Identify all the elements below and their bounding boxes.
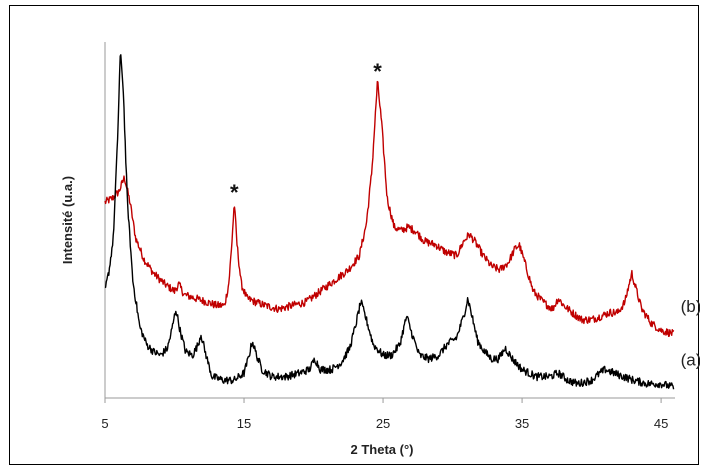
series-tags: (b) (a) (681, 297, 700, 369)
series-group (104, 54, 675, 390)
series-label-b: (b) (681, 297, 700, 316)
x-tick-marks (104, 398, 662, 403)
x-tick-label: 35 (515, 416, 529, 431)
peak-asterisk: * (373, 59, 382, 84)
series-line-a (104, 54, 675, 390)
peak-annotations: ** (230, 59, 382, 205)
x-tick-label: 5 (101, 416, 108, 431)
y-axis-title: Intensité (u.a.) (60, 176, 75, 264)
x-tick-label: 15 (237, 416, 251, 431)
series-label-a: (a) (681, 350, 700, 369)
chart-frame: 5 15 25 35 45 (b) (a) * * 2 Theta (°) Intensit… (9, 5, 700, 465)
series-line-b (104, 80, 675, 337)
xrd-plot: 5 15 25 35 45 (b)(a) ** 2 Theta (°) Intensit… (60, 42, 700, 457)
x-tick-labels: 5 15 25 35 45 (101, 416, 668, 431)
x-tick-label: 45 (654, 416, 668, 431)
x-axis-title: 2 Theta (°) (351, 442, 414, 457)
peak-asterisk: * (230, 180, 239, 205)
x-tick-label: 25 (376, 416, 390, 431)
